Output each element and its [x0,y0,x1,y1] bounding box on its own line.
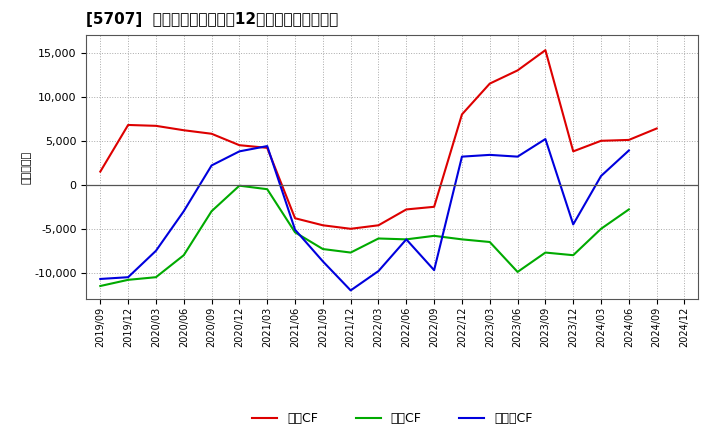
フリーCF [402,237,410,242]
投資CF [513,269,522,275]
Line: フリーCF: フリーCF [100,139,629,290]
投資CF [458,237,467,242]
フリーCF [430,268,438,273]
営業CF [458,112,467,117]
営業CF [485,81,494,86]
営業CF [263,145,271,150]
投資CF [374,236,383,241]
投資CF [541,250,550,255]
フリーCF [624,148,633,153]
投資CF [124,277,132,282]
フリーCF [569,222,577,227]
投資CF [235,183,243,188]
フリーCF [263,143,271,149]
投資CF [263,187,271,192]
投資CF [569,253,577,258]
営業CF [374,223,383,228]
Line: 営業CF: 営業CF [100,50,657,229]
営業CF [235,143,243,148]
営業CF [152,123,161,128]
フリーCF [124,275,132,280]
Text: [5707]  キャッシュフローの12か月移動合計の推移: [5707] キャッシュフローの12か月移動合計の推移 [86,12,338,27]
営業CF [541,48,550,53]
フリーCF [152,248,161,253]
営業CF [513,68,522,73]
フリーCF [513,154,522,159]
営業CF [346,226,355,231]
フリーCF [235,149,243,154]
フリーCF [207,163,216,168]
営業CF [179,128,188,133]
投資CF [179,253,188,258]
Legend: 営業CF, 投資CF, フリーCF: 営業CF, 投資CF, フリーCF [248,407,537,430]
フリーCF [541,136,550,142]
フリーCF [318,259,327,264]
フリーCF [291,227,300,232]
投資CF [96,283,104,289]
投資CF [207,209,216,214]
営業CF [291,216,300,221]
営業CF [652,126,661,131]
投資CF [318,246,327,252]
営業CF [402,207,410,212]
投資CF [430,233,438,238]
フリーCF [597,173,606,179]
営業CF [624,137,633,143]
フリーCF [485,152,494,158]
営業CF [318,223,327,228]
投資CF [485,239,494,245]
投資CF [291,230,300,235]
営業CF [569,149,577,154]
営業CF [597,138,606,143]
フリーCF [458,154,467,159]
フリーCF [96,276,104,282]
営業CF [430,204,438,209]
投資CF [624,207,633,212]
営業CF [124,122,132,128]
投資CF [346,250,355,255]
Line: 投資CF: 投資CF [100,186,629,286]
フリーCF [374,268,383,274]
フリーCF [179,209,188,214]
営業CF [207,131,216,136]
投資CF [402,237,410,242]
投資CF [152,275,161,280]
フリーCF [346,288,355,293]
営業CF [96,169,104,174]
Y-axis label: （百万円）: （百万円） [22,150,32,184]
投資CF [597,226,606,231]
